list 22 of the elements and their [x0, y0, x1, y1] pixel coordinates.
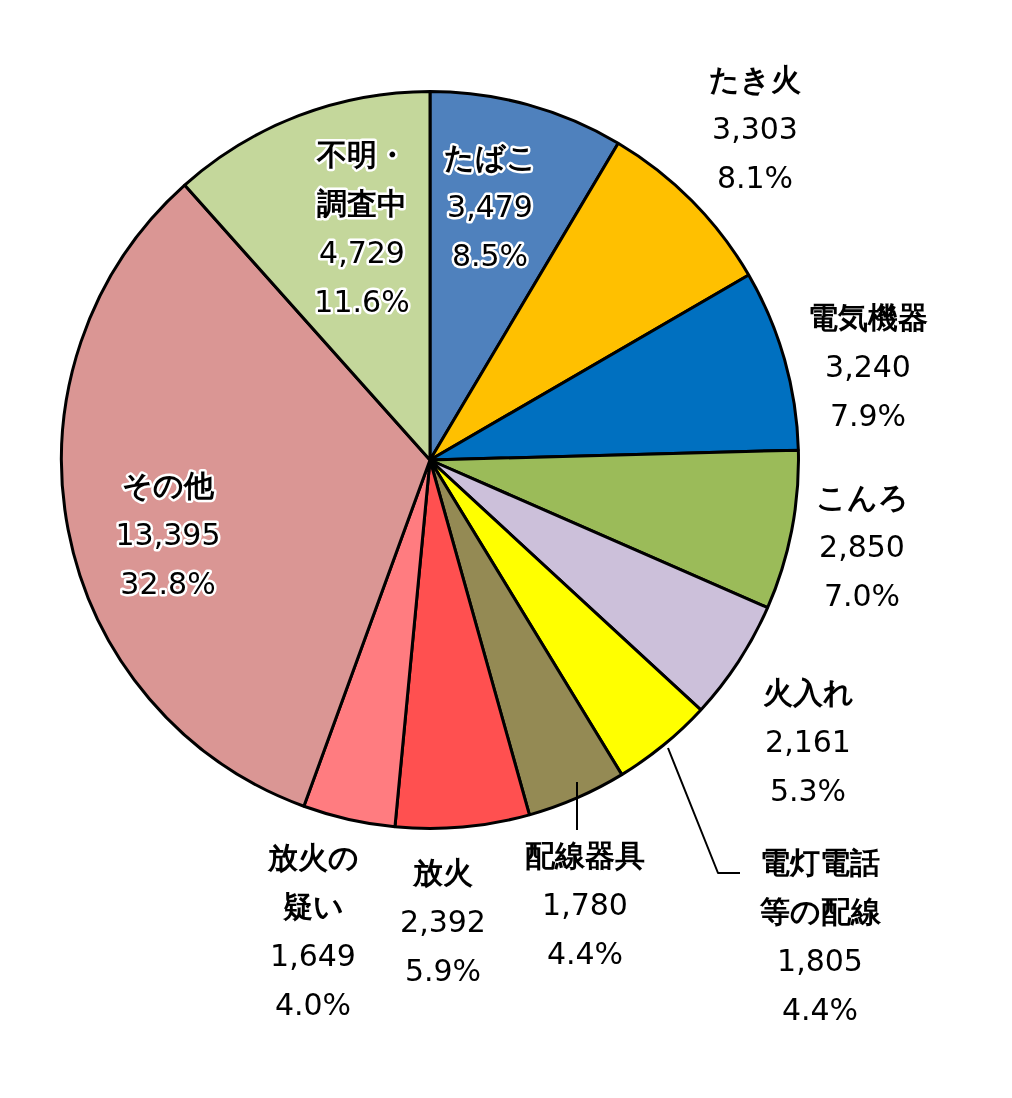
- data-label: 1,805 4.4%: [777, 942, 863, 1027]
- slice-label: 電気機器: [808, 299, 928, 335]
- data-label: 2,161 5.3%: [765, 723, 851, 808]
- slice-label: 不明・調査中: [316, 136, 407, 221]
- data-label: 1,780 4.4%: [542, 886, 628, 971]
- slice-label: 火入れ: [762, 674, 854, 710]
- slice-label: たき火: [709, 61, 801, 97]
- data-label: 3,240 7.9%: [825, 348, 911, 433]
- data-label: 13,395 32.8%: [115, 516, 221, 601]
- slice-label: こんろ: [815, 479, 909, 515]
- slice-label: 放火の疑い: [266, 839, 359, 924]
- data-label: 2,850 7.0%: [819, 528, 905, 613]
- data-label: 3,303 8.1%: [712, 110, 798, 195]
- data-label: 1,649 4.0%: [270, 937, 356, 1022]
- slice-label: たばこ: [443, 139, 537, 175]
- slice-label: その他: [122, 467, 215, 503]
- slice-label: 放火: [412, 854, 473, 890]
- data-label: 3,479 8.5%: [447, 188, 533, 273]
- slice-label: 電灯電話等の配線: [758, 844, 882, 929]
- slice-label: 配線器具: [525, 837, 645, 873]
- data-label: 4,729 11.6%: [314, 234, 410, 319]
- data-label: 2,392 5.9%: [400, 903, 486, 988]
